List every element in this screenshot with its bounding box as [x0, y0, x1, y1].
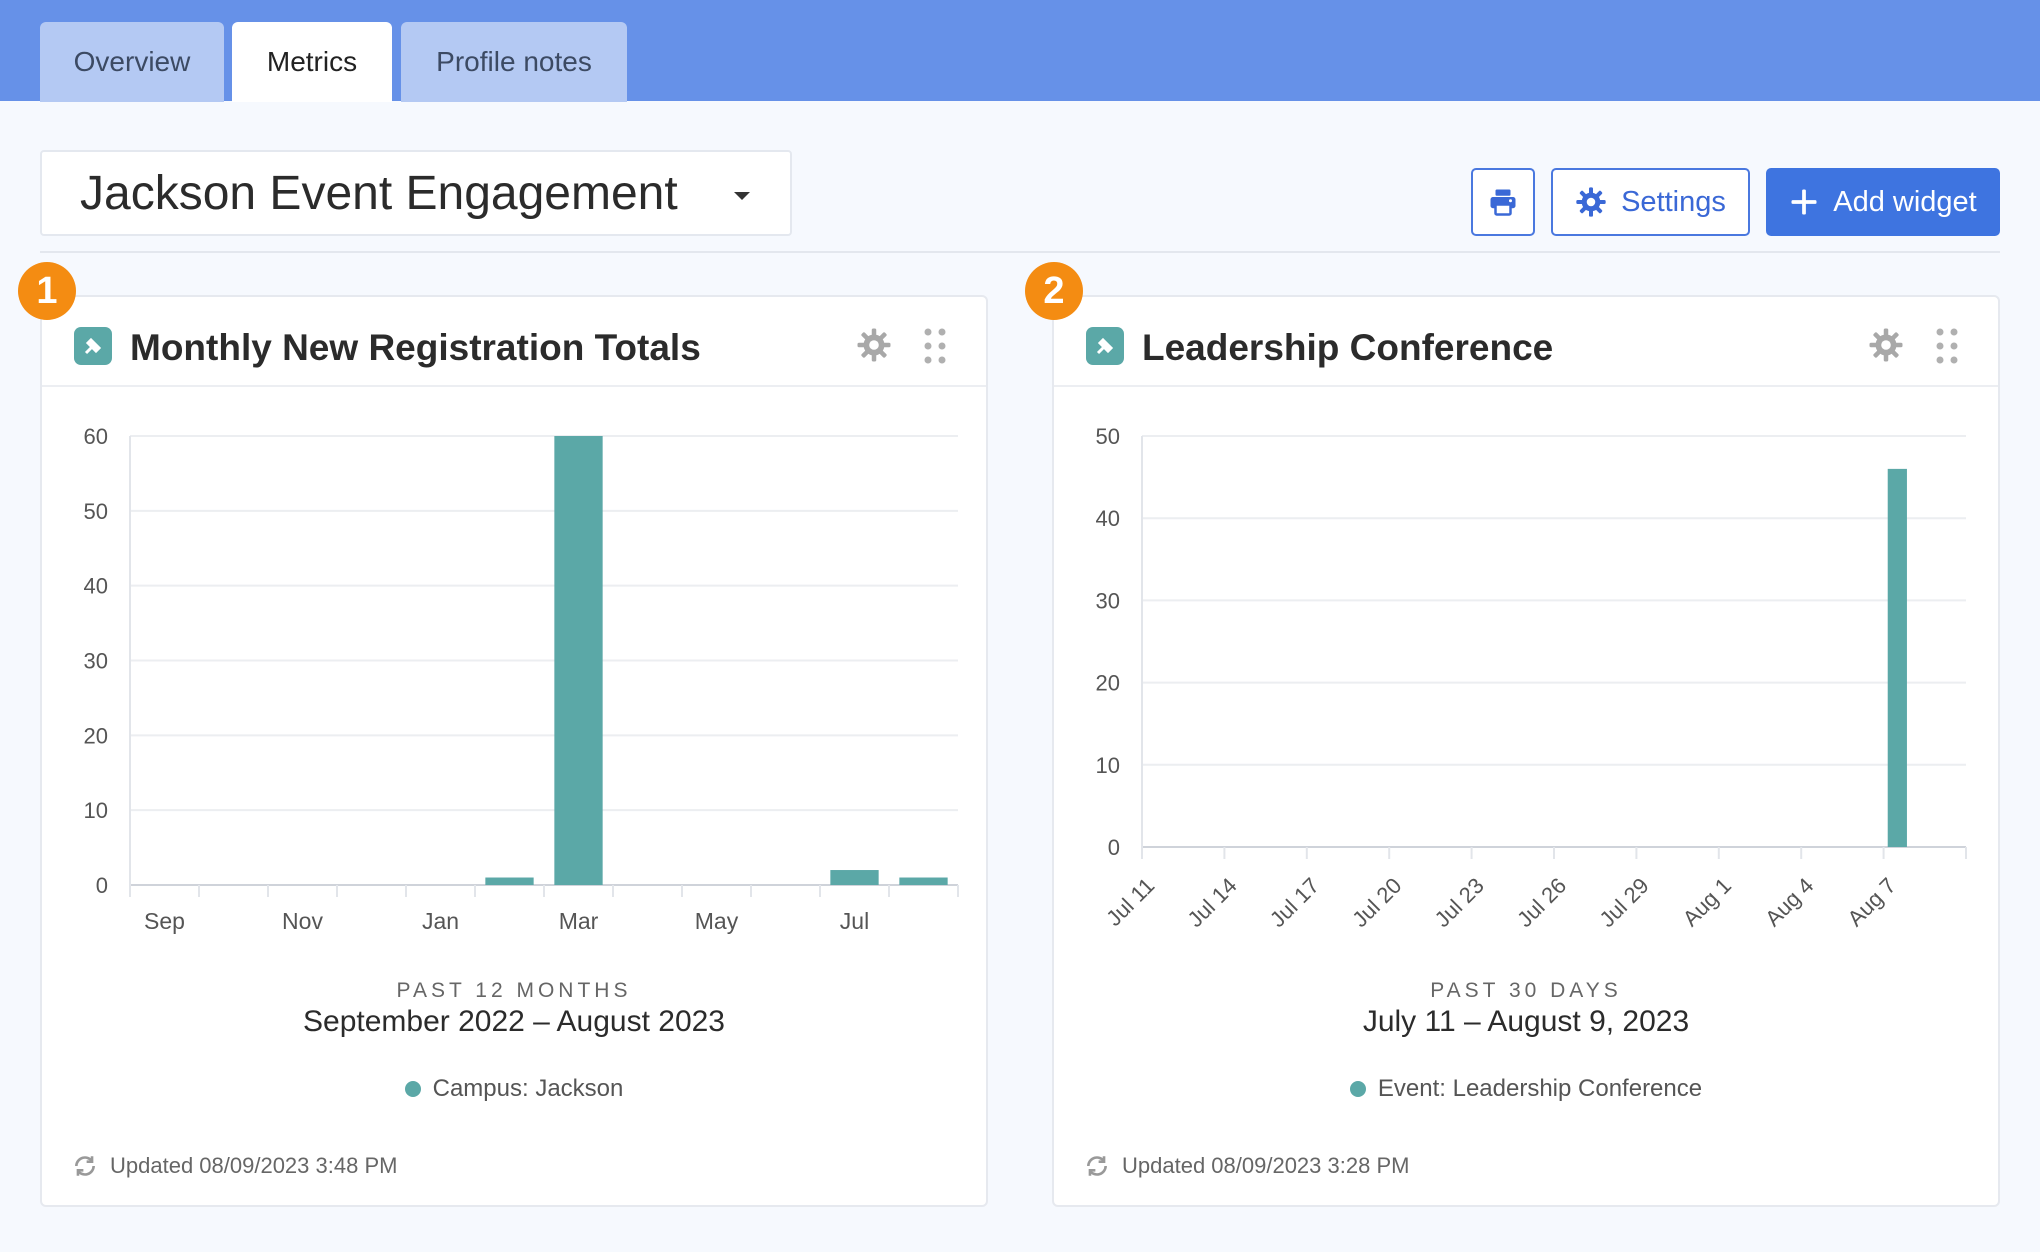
legend-label: Campus: Jackson [432, 1075, 624, 1102]
bar [485, 877, 534, 885]
add-widget-button[interactable]: Add widget [1766, 168, 2000, 236]
widget-settings-icon[interactable] [1868, 327, 1904, 363]
range-label: PAST 12 MONTHS [396, 979, 632, 1002]
y-tick-label: 40 [1096, 506, 1120, 531]
chart-legend: Event: Leadership Conference [1054, 1075, 1998, 1103]
range-label: PAST 30 DAYS [1430, 979, 1622, 1002]
registrations-bar-chart: 0 10 20 30 40 50 60 Sep Nov Jan Mar May Jul [84, 424, 959, 934]
widget-title: Monthly New Registration Totals [130, 327, 701, 368]
legend-swatch [1349, 1081, 1366, 1097]
bar [1887, 468, 1907, 847]
drag-handle-icon[interactable] [1934, 327, 1960, 365]
chevron-down-icon [734, 192, 750, 200]
range-dates: July 11 – August 9, 2023 [1362, 1005, 1690, 1038]
add-widget-label: Add widget [1833, 185, 1977, 218]
divider [40, 251, 2000, 253]
widget-card-registrations: Monthly New Registration Totals 0 10 20 30 4… [40, 295, 988, 1207]
y-tick-label: 30 [1096, 588, 1120, 613]
top-tab-bar: Overview Metrics Profile notes [0, 0, 2040, 102]
x-tick-label: Aug 7 [1843, 873, 1901, 931]
x-tick-label: Jul [840, 908, 869, 934]
refresh-icon[interactable] [1084, 1153, 1110, 1179]
gear-icon [1576, 187, 1606, 217]
settings-button[interactable]: Settings [1551, 168, 1750, 236]
x-tick-label: Nov [282, 908, 323, 934]
print-icon [1490, 189, 1516, 216]
range-dates: September 2022 – August 2023 [303, 1005, 725, 1038]
x-tick-label: May [695, 908, 739, 934]
updated-text: Updated 08/09/2023 3:48 PM [110, 1153, 398, 1178]
y-tick-label: 10 [84, 798, 108, 823]
plus-icon [1791, 189, 1817, 215]
x-tick-label: Jul 26 [1512, 873, 1571, 932]
x-tick-label: Sep [144, 908, 185, 934]
leadership-conference-bar-chart: 0 10 20 30 40 50 Jul 11 Jul 14 Jul 17 Jul 20 Jul 2… [1096, 424, 1967, 932]
bar [899, 877, 948, 885]
y-tick-label: 20 [1096, 671, 1120, 696]
legend-label: Event: Leadership Conference [1377, 1075, 1703, 1102]
print-button[interactable] [1471, 168, 1535, 236]
updated-text: Updated 08/09/2023 3:28 PM [1122, 1153, 1410, 1178]
widget-header: Monthly New Registration Totals [42, 297, 986, 387]
bar [830, 870, 879, 885]
settings-label: Settings [1621, 185, 1726, 218]
x-tick-label: Jul 20 [1347, 873, 1406, 932]
widget-header: Leadership Conference [1054, 297, 1998, 387]
x-tick-label: Aug 1 [1678, 873, 1736, 931]
updated-timestamp: Updated 08/09/2023 3:48 PM [72, 1153, 397, 1179]
widget-number-badge: 2 [1025, 262, 1083, 320]
updated-timestamp: Updated 08/09/2023 3:28 PM [1084, 1153, 1409, 1179]
y-tick-label: 30 [84, 649, 108, 674]
legend-swatch [404, 1081, 421, 1097]
refresh-icon[interactable] [72, 1153, 98, 1179]
dashboard-select[interactable]: Jackson Event Engagement [40, 150, 792, 236]
widget-title: Leadership Conference [1142, 327, 1554, 368]
y-tick-label: 0 [96, 873, 108, 898]
tab-profile-notes[interactable]: Profile notes [401, 22, 627, 102]
y-tick-label: 50 [84, 499, 108, 524]
widget-number-badge: 1 [18, 262, 76, 320]
x-tick-label: Jul 14 [1182, 873, 1241, 932]
y-tick-label: 10 [1096, 753, 1120, 778]
tab-metrics[interactable]: Metrics [232, 22, 392, 102]
x-tick-label: Jan [422, 908, 459, 934]
x-tick-label: Jul 23 [1430, 873, 1489, 932]
y-tick-label: 20 [84, 723, 108, 748]
tab-overview[interactable]: Overview [40, 22, 224, 102]
x-tick-label: Jul 29 [1594, 873, 1653, 932]
widget-settings-icon[interactable] [856, 327, 892, 363]
widget-type-icon [74, 327, 112, 365]
x-tick-label: Jul 11 [1101, 873, 1159, 931]
widget-card-leadership-conference: Leadership Conference 0 10 20 30 40 50 Jul 11 J… [1052, 295, 2000, 1207]
y-tick-label: 60 [84, 424, 108, 449]
dashboard-title: Jackson Event Engagement [80, 166, 678, 220]
x-tick-label: Aug 4 [1760, 873, 1818, 931]
bar [554, 436, 603, 885]
y-tick-label: 0 [1108, 835, 1120, 860]
chart-legend: Campus: Jackson [42, 1075, 986, 1103]
drag-handle-icon[interactable] [922, 327, 948, 365]
x-tick-label: Mar [559, 908, 599, 934]
y-tick-label: 50 [1096, 424, 1120, 449]
x-tick-label: Jul 17 [1265, 873, 1324, 932]
widget-type-icon [1086, 327, 1124, 365]
y-tick-label: 40 [84, 574, 108, 599]
